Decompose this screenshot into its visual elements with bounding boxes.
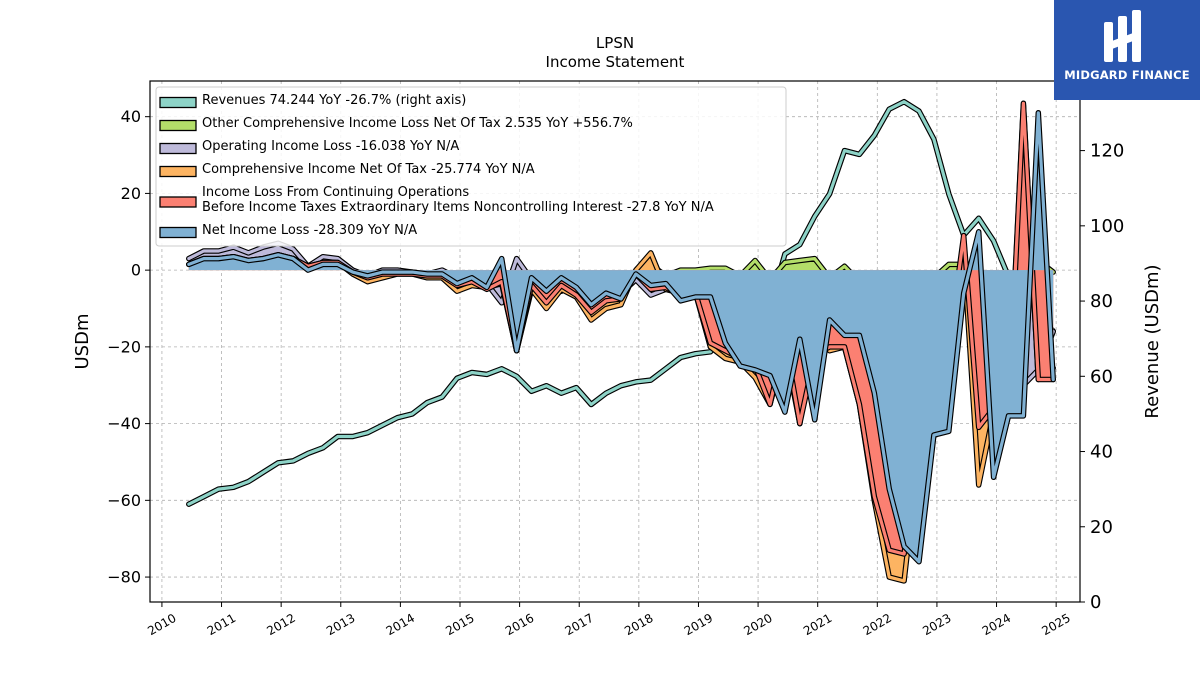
series-line: [187, 100, 1055, 506]
y-right-tick-label: 60: [1090, 366, 1113, 387]
y-left-tick-label: 40: [121, 107, 141, 126]
x-tick-label: 2020: [741, 611, 774, 638]
series-layer: [186, 98, 1056, 584]
midgard-finance-logo: MIDGARD FINANCE: [1054, 0, 1200, 100]
x-tick-label: 2017: [563, 611, 596, 638]
legend-swatch: [159, 119, 197, 132]
chart-title: LPSN: [596, 34, 634, 52]
x-tick-label: 2016: [503, 611, 536, 638]
x-tick-label: 2014: [384, 611, 417, 638]
legend-label: Revenues 74.244 YoY -26.7% (right axis): [202, 93, 466, 108]
brand-name: MIDGARD FINANCE: [1064, 68, 1190, 82]
brand-monogram-icon: [1104, 10, 1141, 62]
x-tick-label: 2019: [682, 611, 715, 638]
y-right-tick-label: 40: [1090, 442, 1113, 463]
legend-swatch: [159, 196, 197, 208]
x-tick-label: 2015: [443, 611, 476, 638]
legend-label: Other Comprehensive Income Loss Net Of T…: [202, 116, 633, 131]
y-left-tick-label: −80: [107, 568, 141, 587]
x-tick-label: 2023: [920, 611, 953, 638]
x-tick-label: 2018: [622, 611, 655, 638]
y-left-tick-label: −20: [107, 337, 141, 356]
x-tick-label: 2012: [264, 611, 297, 638]
legend-label: Income Loss From Continuing Operations: [202, 185, 469, 200]
x-tick-label: 2011: [205, 611, 238, 638]
x-tick-label: 2025: [1039, 611, 1072, 638]
legend-swatch: [159, 142, 197, 155]
legend: Revenues 74.244 YoY -26.7% (right axis) O…: [155, 86, 787, 247]
legend-label: Comprehensive Income Net Of Tax -25.774 …: [202, 162, 535, 177]
y-right-tick-label: 80: [1090, 291, 1113, 312]
legend-label: Operating Income Loss -16.038 YoY N/A: [202, 139, 459, 154]
y-right-tick-label: 120: [1090, 141, 1124, 162]
x-tick-label: 2021: [801, 611, 834, 638]
y-right-tick-label: 0: [1090, 592, 1101, 613]
y-axis-left-label: USDm: [72, 314, 93, 370]
plot-frame: [149, 80, 1081, 603]
y-left-tick-label: 0: [131, 261, 141, 280]
series-area: [188, 112, 1054, 562]
y-axis-right-label: Revenue (USDm): [1142, 264, 1163, 418]
legend-swatch: [159, 165, 197, 178]
y-right-tick-label: 100: [1090, 216, 1124, 237]
x-tick-label: 2024: [980, 611, 1013, 638]
y-left-tick-label: −40: [107, 414, 141, 433]
legend-frame: [155, 86, 787, 247]
y-right-tick-label: 20: [1090, 517, 1113, 538]
x-tick-label: 2022: [861, 611, 894, 638]
series-line: [187, 111, 1055, 564]
legend-label: Net Income Loss -28.309 YoY N/A: [202, 223, 417, 238]
legend-label: Before Income Taxes Extraordinary Items …: [202, 200, 714, 215]
legend-swatch: [159, 226, 197, 239]
y-left-tick-label: −60: [107, 491, 141, 510]
x-tick-label: 2013: [324, 611, 357, 638]
y-left-tick-label: 20: [121, 184, 141, 203]
legend-swatch: [159, 96, 197, 109]
x-tick-label: 2010: [145, 611, 178, 638]
chart-subtitle: Income Statement: [546, 53, 685, 71]
